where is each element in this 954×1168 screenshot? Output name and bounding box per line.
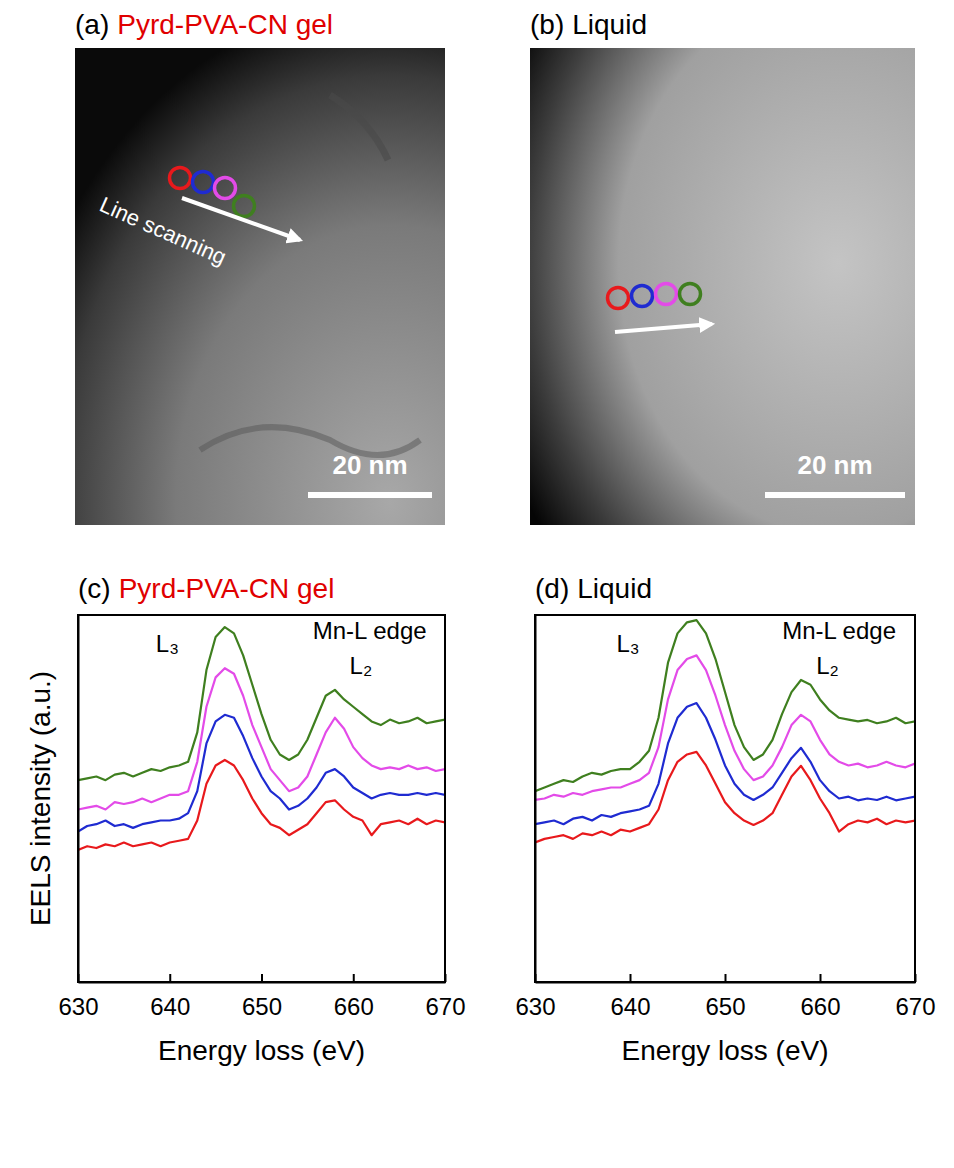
x-axis: 630 640 650 660 670 — [58, 974, 465, 1020]
chart-panel: (d) Liquid 630 640 650 660 670 Energy loss (eV)… — [515, 573, 935, 1066]
scan-point — [656, 284, 677, 305]
x-tick: 650 — [705, 974, 745, 1020]
x-tick-label: 640 — [610, 993, 650, 1020]
plot-frame — [535, 615, 915, 982]
x-tick: 640 — [610, 974, 650, 1020]
y-axis — [78, 616, 79, 983]
x-tick: 670 — [425, 974, 465, 1020]
x-tick-mark — [630, 974, 632, 982]
x-tick-label: 670 — [425, 993, 465, 1020]
x-tick-mark — [820, 974, 822, 982]
plot-area — [535, 620, 915, 842]
panel-letter: (a) — [75, 9, 109, 40]
x-tick-mark — [445, 974, 447, 982]
annotation: Mn-L edge — [782, 617, 896, 644]
plot-area — [78, 627, 445, 850]
x-tick: 670 — [895, 974, 935, 1020]
x-tick-label: 640 — [150, 993, 190, 1020]
y-axis — [535, 616, 536, 983]
scan-point — [680, 284, 701, 305]
y-axis-line — [78, 616, 80, 983]
scan-arrow — [615, 324, 712, 332]
x-axis: 630 640 650 660 670 — [515, 974, 935, 1020]
x-tick: 640 — [150, 974, 190, 1020]
scale-bar-label: 20 nm — [797, 450, 872, 480]
image-panel: (a) Pyrd-PVA-CN gel Line scanning 20 nm — [75, 9, 445, 525]
micrograph — [530, 48, 915, 525]
scan-point — [170, 168, 191, 189]
scale-bar-label: 20 nm — [332, 450, 407, 480]
scan-point — [632, 286, 653, 307]
panel-title: Pyrd-PVA-CN gel — [117, 9, 333, 40]
image-panel: (b) Liquid 20 nm — [530, 9, 915, 525]
annotation: Mn-L edge — [313, 617, 427, 644]
x-tick: 660 — [334, 974, 374, 1020]
scan-point — [193, 172, 214, 193]
x-tick-mark — [261, 974, 263, 982]
annotation: L₃ — [616, 630, 639, 657]
spectrum-line — [78, 715, 445, 832]
annotation: L₃ — [156, 630, 179, 657]
chart-title: Pyrd-PVA-CN gel — [119, 573, 335, 604]
x-tick: 650 — [242, 974, 282, 1020]
annotation: L₂ — [350, 652, 373, 679]
spectrum-line — [535, 655, 915, 800]
panel-letter: (b) — [530, 9, 564, 40]
x-tick-label: 650 — [705, 993, 745, 1020]
panel-letter: (d) — [535, 573, 569, 604]
panel-title: Liquid — [572, 9, 647, 40]
panel-letter: (c) — [78, 573, 111, 604]
x-tick-mark — [169, 974, 171, 982]
x-axis-title: Energy loss (eV) — [158, 1035, 365, 1066]
x-tick-label: 670 — [895, 993, 935, 1020]
scale-bar — [308, 492, 432, 498]
texture — [330, 95, 388, 160]
scan-point — [234, 196, 255, 217]
x-tick-label: 650 — [242, 993, 282, 1020]
plot-frame — [78, 615, 445, 982]
scan-point — [608, 288, 629, 309]
scan-point — [215, 178, 236, 199]
scale-bar — [765, 492, 905, 498]
scan-label: Line scanning — [96, 192, 230, 270]
x-tick-label: 630 — [515, 993, 555, 1020]
x-tick-label: 660 — [800, 993, 840, 1020]
micrograph — [75, 48, 445, 525]
x-tick-mark — [915, 974, 917, 982]
spectrum-line — [78, 627, 445, 780]
y-axis-title: EELS intensity (a.u.) — [25, 671, 56, 926]
figure: (a) Pyrd-PVA-CN gel Line scanning 20 nm (b) L… — [0, 0, 954, 1168]
x-tick-mark — [353, 974, 355, 982]
x-tick: 660 — [800, 974, 840, 1020]
spectrum-line — [535, 620, 915, 791]
x-tick-label: 660 — [334, 993, 374, 1020]
spectrum-line — [78, 668, 445, 809]
chart-panel: (c) Pyrd-PVA-CN gel 630 640 650 660 670 Energy … — [25, 573, 466, 1066]
x-tick-mark — [725, 974, 727, 982]
spectrum-line — [78, 760, 445, 850]
chart-title: Liquid — [577, 573, 652, 604]
annotation: L₂ — [816, 652, 839, 679]
x-tick-label: 630 — [58, 993, 98, 1020]
y-axis-line — [535, 616, 537, 983]
x-axis-title: Energy loss (eV) — [622, 1035, 829, 1066]
